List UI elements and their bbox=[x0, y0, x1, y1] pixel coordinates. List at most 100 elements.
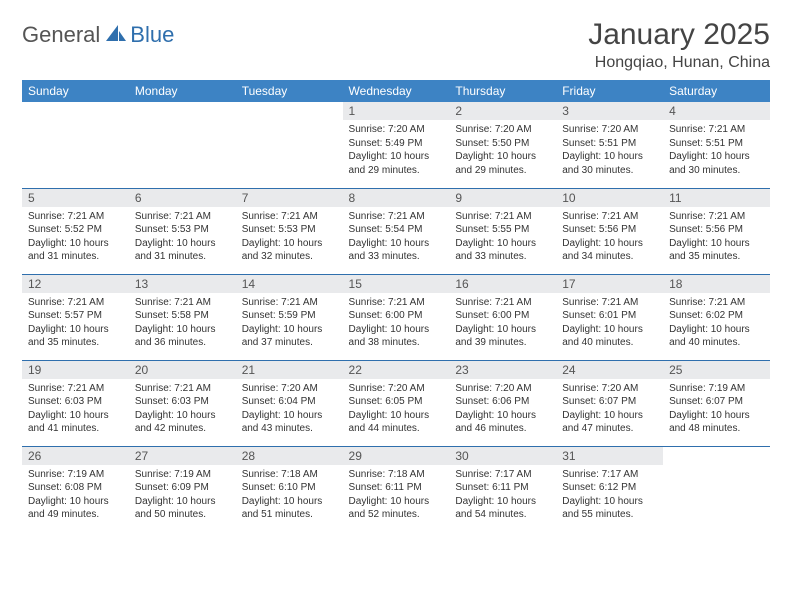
calendar-day-cell: 16Sunrise: 7:21 AMSunset: 6:00 PMDayligh… bbox=[449, 274, 556, 360]
day-content: Sunrise: 7:20 AMSunset: 6:04 PMDaylight:… bbox=[236, 379, 343, 440]
day-number: 19 bbox=[22, 361, 129, 379]
sunset-line: Sunset: 6:04 PM bbox=[242, 395, 337, 409]
calendar-day-cell: 15Sunrise: 7:21 AMSunset: 6:00 PMDayligh… bbox=[343, 274, 450, 360]
sunset-line: Sunset: 5:52 PM bbox=[28, 223, 123, 237]
daylight-line: Daylight: 10 hours and 33 minutes. bbox=[455, 237, 550, 264]
day-number: 17 bbox=[556, 275, 663, 293]
sunrise-line: Sunrise: 7:21 AM bbox=[28, 296, 123, 310]
calendar-day-cell: 17Sunrise: 7:21 AMSunset: 6:01 PMDayligh… bbox=[556, 274, 663, 360]
calendar-day-cell: 19Sunrise: 7:21 AMSunset: 6:03 PMDayligh… bbox=[22, 360, 129, 446]
sunrise-line: Sunrise: 7:21 AM bbox=[349, 296, 444, 310]
calendar-day-cell: 9Sunrise: 7:21 AMSunset: 5:55 PMDaylight… bbox=[449, 188, 556, 274]
sunset-line: Sunset: 6:00 PM bbox=[455, 309, 550, 323]
daylight-line: Daylight: 10 hours and 44 minutes. bbox=[349, 409, 444, 436]
daylight-line: Daylight: 10 hours and 49 minutes. bbox=[28, 495, 123, 522]
daylight-line: Daylight: 10 hours and 43 minutes. bbox=[242, 409, 337, 436]
calendar-week-row: 5Sunrise: 7:21 AMSunset: 5:52 PMDaylight… bbox=[22, 188, 770, 274]
month-title: January 2025 bbox=[588, 18, 770, 52]
calendar-day-cell: 24Sunrise: 7:20 AMSunset: 6:07 PMDayligh… bbox=[556, 360, 663, 446]
day-number: 23 bbox=[449, 361, 556, 379]
logo-text-general: General bbox=[22, 22, 100, 48]
day-content: Sunrise: 7:19 AMSunset: 6:08 PMDaylight:… bbox=[22, 465, 129, 526]
calendar-day-cell: 7Sunrise: 7:21 AMSunset: 5:53 PMDaylight… bbox=[236, 188, 343, 274]
sunrise-line: Sunrise: 7:21 AM bbox=[455, 296, 550, 310]
day-number: 7 bbox=[236, 189, 343, 207]
day-content: Sunrise: 7:20 AMSunset: 6:07 PMDaylight:… bbox=[556, 379, 663, 440]
day-content: Sunrise: 7:21 AMSunset: 5:59 PMDaylight:… bbox=[236, 293, 343, 354]
calendar-day-cell: 3Sunrise: 7:20 AMSunset: 5:51 PMDaylight… bbox=[556, 102, 663, 188]
daylight-line: Daylight: 10 hours and 40 minutes. bbox=[562, 323, 657, 350]
day-content: Sunrise: 7:21 AMSunset: 5:55 PMDaylight:… bbox=[449, 207, 556, 268]
sunset-line: Sunset: 5:59 PM bbox=[242, 309, 337, 323]
calendar-day-cell bbox=[22, 102, 129, 188]
calendar-week-row: 1Sunrise: 7:20 AMSunset: 5:49 PMDaylight… bbox=[22, 102, 770, 188]
day-number: 14 bbox=[236, 275, 343, 293]
day-number: 29 bbox=[343, 447, 450, 465]
sunrise-line: Sunrise: 7:21 AM bbox=[135, 210, 230, 224]
calendar-day-cell: 14Sunrise: 7:21 AMSunset: 5:59 PMDayligh… bbox=[236, 274, 343, 360]
day-number: 6 bbox=[129, 189, 236, 207]
sunset-line: Sunset: 5:55 PM bbox=[455, 223, 550, 237]
sunset-line: Sunset: 5:51 PM bbox=[669, 137, 764, 151]
sunrise-line: Sunrise: 7:20 AM bbox=[242, 382, 337, 396]
sunset-line: Sunset: 6:02 PM bbox=[669, 309, 764, 323]
day-content: Sunrise: 7:21 AMSunset: 5:53 PMDaylight:… bbox=[236, 207, 343, 268]
sunset-line: Sunset: 5:57 PM bbox=[28, 309, 123, 323]
sunrise-line: Sunrise: 7:21 AM bbox=[349, 210, 444, 224]
calendar-day-cell bbox=[236, 102, 343, 188]
day-number: 2 bbox=[449, 102, 556, 120]
sunrise-line: Sunrise: 7:18 AM bbox=[242, 468, 337, 482]
sunrise-line: Sunrise: 7:19 AM bbox=[135, 468, 230, 482]
weekday-header: Tuesday bbox=[236, 80, 343, 102]
day-number: 15 bbox=[343, 275, 450, 293]
day-number: 22 bbox=[343, 361, 450, 379]
daylight-line: Daylight: 10 hours and 47 minutes. bbox=[562, 409, 657, 436]
day-number: 20 bbox=[129, 361, 236, 379]
day-number: 13 bbox=[129, 275, 236, 293]
calendar-day-cell: 5Sunrise: 7:21 AMSunset: 5:52 PMDaylight… bbox=[22, 188, 129, 274]
sunrise-line: Sunrise: 7:20 AM bbox=[349, 123, 444, 137]
daylight-line: Daylight: 10 hours and 34 minutes. bbox=[562, 237, 657, 264]
sunset-line: Sunset: 6:07 PM bbox=[669, 395, 764, 409]
daylight-line: Daylight: 10 hours and 32 minutes. bbox=[242, 237, 337, 264]
weekday-header: Friday bbox=[556, 80, 663, 102]
calendar-day-cell: 29Sunrise: 7:18 AMSunset: 6:11 PMDayligh… bbox=[343, 446, 450, 532]
sunrise-line: Sunrise: 7:20 AM bbox=[562, 123, 657, 137]
calendar-day-cell: 1Sunrise: 7:20 AMSunset: 5:49 PMDaylight… bbox=[343, 102, 450, 188]
day-number: 8 bbox=[343, 189, 450, 207]
sunrise-line: Sunrise: 7:17 AM bbox=[562, 468, 657, 482]
calendar-day-cell: 26Sunrise: 7:19 AMSunset: 6:08 PMDayligh… bbox=[22, 446, 129, 532]
daylight-line: Daylight: 10 hours and 54 minutes. bbox=[455, 495, 550, 522]
calendar-day-cell: 11Sunrise: 7:21 AMSunset: 5:56 PMDayligh… bbox=[663, 188, 770, 274]
day-number: 24 bbox=[556, 361, 663, 379]
sunset-line: Sunset: 6:03 PM bbox=[135, 395, 230, 409]
sunrise-line: Sunrise: 7:19 AM bbox=[669, 382, 764, 396]
calendar-day-cell: 10Sunrise: 7:21 AMSunset: 5:56 PMDayligh… bbox=[556, 188, 663, 274]
daylight-line: Daylight: 10 hours and 31 minutes. bbox=[28, 237, 123, 264]
sunset-line: Sunset: 6:01 PM bbox=[562, 309, 657, 323]
sunset-line: Sunset: 5:54 PM bbox=[349, 223, 444, 237]
calendar-week-row: 19Sunrise: 7:21 AMSunset: 6:03 PMDayligh… bbox=[22, 360, 770, 446]
day-number: 27 bbox=[129, 447, 236, 465]
calendar-body: 1Sunrise: 7:20 AMSunset: 5:49 PMDaylight… bbox=[22, 102, 770, 532]
logo-sail-icon bbox=[104, 23, 128, 48]
day-number: 11 bbox=[663, 189, 770, 207]
sunrise-line: Sunrise: 7:21 AM bbox=[28, 210, 123, 224]
calendar-day-cell: 28Sunrise: 7:18 AMSunset: 6:10 PMDayligh… bbox=[236, 446, 343, 532]
day-content: Sunrise: 7:21 AMSunset: 6:00 PMDaylight:… bbox=[343, 293, 450, 354]
sunrise-line: Sunrise: 7:21 AM bbox=[669, 296, 764, 310]
sunrise-line: Sunrise: 7:20 AM bbox=[562, 382, 657, 396]
day-content: Sunrise: 7:17 AMSunset: 6:12 PMDaylight:… bbox=[556, 465, 663, 526]
daylight-line: Daylight: 10 hours and 30 minutes. bbox=[562, 150, 657, 177]
day-content: Sunrise: 7:21 AMSunset: 6:03 PMDaylight:… bbox=[129, 379, 236, 440]
sunset-line: Sunset: 6:11 PM bbox=[455, 481, 550, 495]
title-block: January 2025 Hongqiao, Hunan, China bbox=[588, 18, 770, 72]
day-number: 31 bbox=[556, 447, 663, 465]
sunrise-line: Sunrise: 7:21 AM bbox=[562, 210, 657, 224]
daylight-line: Daylight: 10 hours and 31 minutes. bbox=[135, 237, 230, 264]
sunrise-line: Sunrise: 7:20 AM bbox=[349, 382, 444, 396]
sunset-line: Sunset: 6:09 PM bbox=[135, 481, 230, 495]
day-content: Sunrise: 7:21 AMSunset: 5:58 PMDaylight:… bbox=[129, 293, 236, 354]
calendar-day-cell: 27Sunrise: 7:19 AMSunset: 6:09 PMDayligh… bbox=[129, 446, 236, 532]
day-content: Sunrise: 7:21 AMSunset: 5:54 PMDaylight:… bbox=[343, 207, 450, 268]
